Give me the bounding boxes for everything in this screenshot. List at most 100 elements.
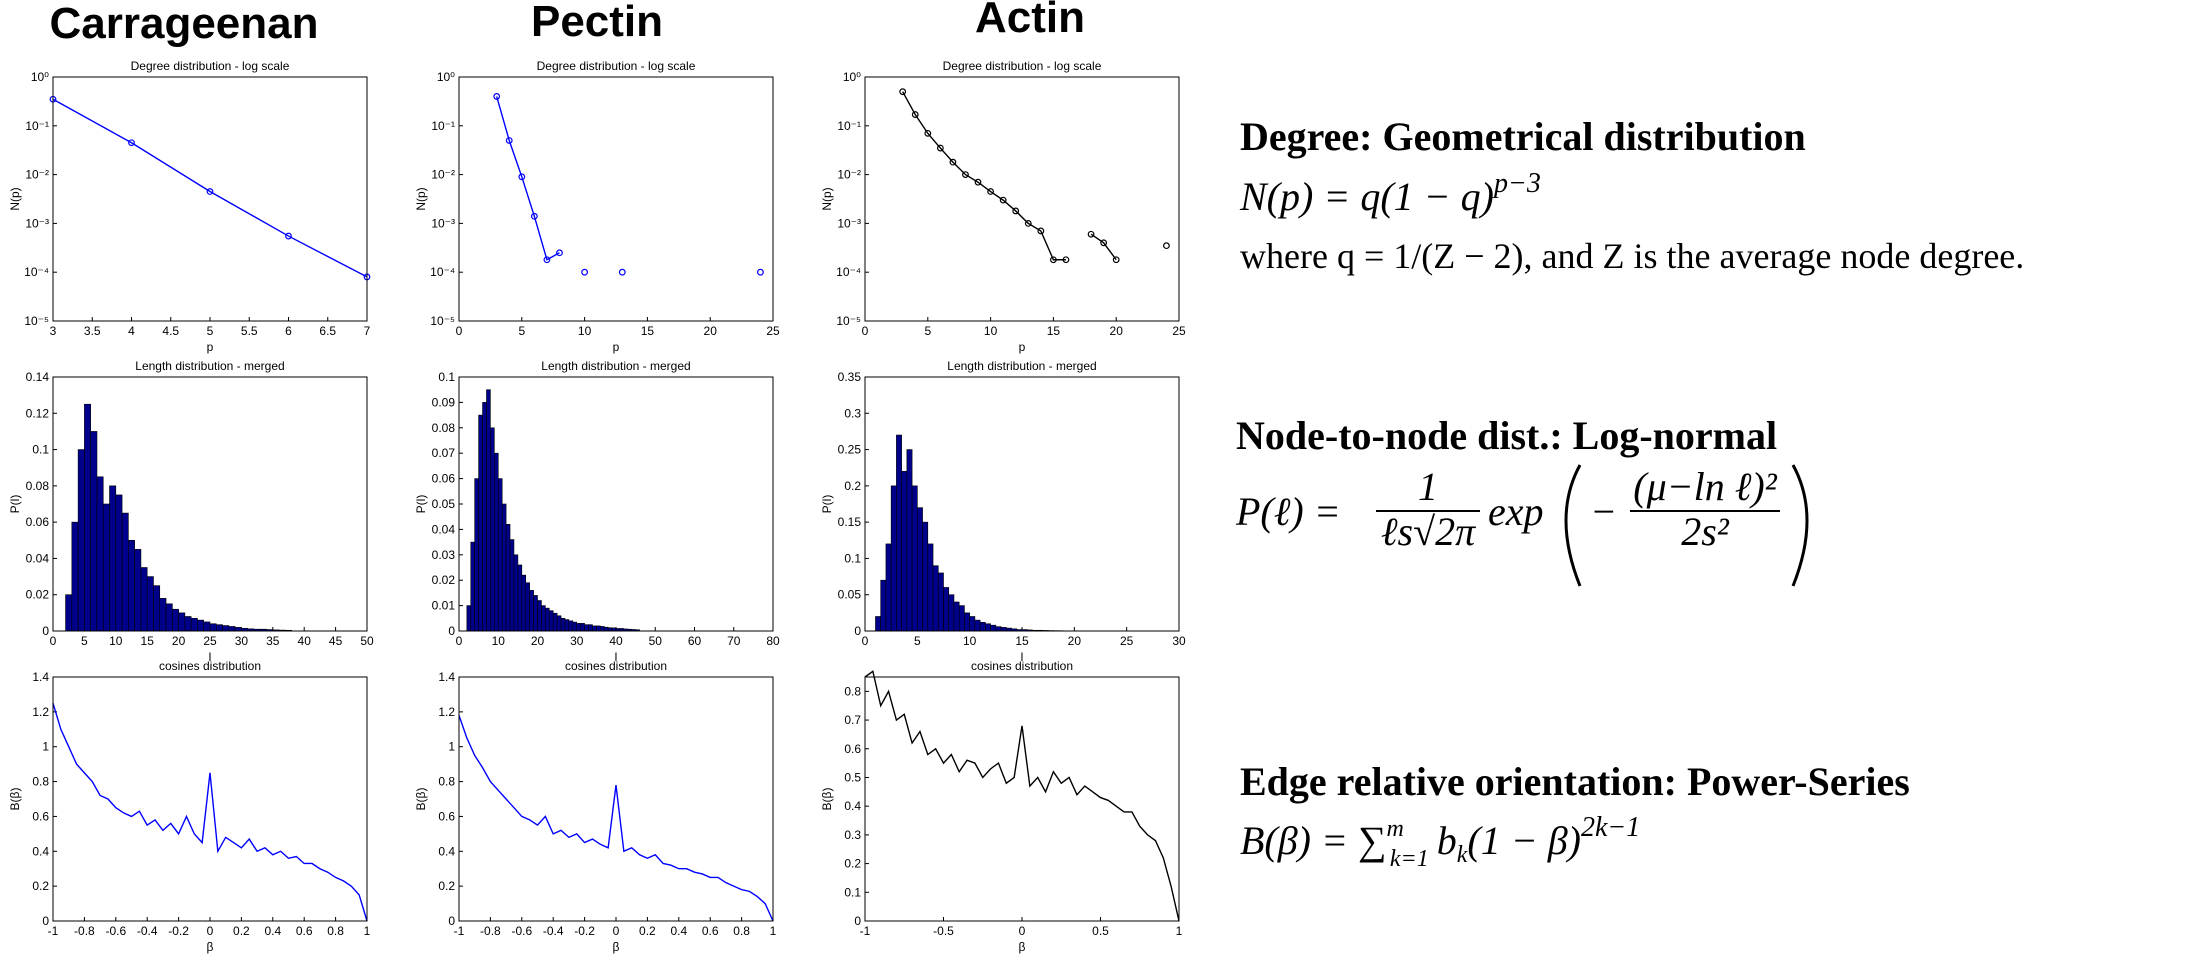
x-tick-label: 10: [109, 634, 123, 648]
y-tick-label: 0.25: [838, 443, 862, 457]
y-tick-label: 0: [854, 914, 861, 928]
y-tick-label: 0: [448, 914, 455, 928]
bar: [568, 620, 574, 632]
x-tick-label: 5: [914, 634, 921, 648]
x-tick-label: 0: [862, 324, 869, 338]
x-tick-label: 50: [360, 634, 374, 648]
marker: [505, 137, 513, 144]
bar: [90, 431, 98, 632]
plot-frame: [864, 376, 1180, 632]
x-tick-label: 0.2: [639, 924, 656, 938]
bar: [922, 521, 929, 632]
plot-frame: [458, 376, 774, 632]
plot-frame: [458, 76, 774, 322]
bar: [71, 521, 79, 632]
marker: [757, 268, 764, 276]
bar: [937, 572, 944, 632]
x-tick-label: 20: [172, 634, 186, 648]
x-tick-label: 3: [50, 324, 57, 338]
x-tick-label: 0.6: [702, 924, 719, 938]
chart-title: Degree distribution - log scale: [943, 59, 1102, 73]
marker: [618, 268, 626, 276]
bar: [505, 524, 511, 632]
y-tick-label: 10⁻⁴: [430, 265, 455, 279]
y-tick-label: 0.01: [432, 599, 456, 613]
y-axis-label: P(l): [820, 495, 834, 514]
marker: [581, 268, 588, 276]
y-tick-label: 0.6: [438, 809, 455, 823]
chart-title: Degree distribution - log scale: [131, 59, 290, 73]
note-heading: Edge relative orientation: Power-Series: [1240, 759, 1910, 804]
formula-sub: k: [1457, 842, 1468, 868]
x-tick-label: -0.8: [74, 924, 95, 938]
x-tick-label: 0.4: [264, 924, 281, 938]
bar: [592, 625, 597, 632]
y-tick-label: 10⁻²: [837, 168, 861, 182]
x-tick-label: 0.8: [733, 924, 750, 938]
x-tick-label: 4.5: [162, 324, 179, 338]
y-tick-label: 0.8: [32, 775, 49, 789]
x-axis-label: β: [1019, 940, 1026, 954]
formula-part: 1: [1418, 464, 1438, 509]
chart-title: cosines distribution: [159, 659, 261, 673]
y-tick-label: 10⁻⁵: [24, 314, 49, 328]
y-tick-label: 0.5: [844, 770, 861, 784]
bar: [917, 507, 923, 632]
line: [902, 91, 1066, 261]
plot-frame: [864, 76, 1180, 322]
bar: [146, 576, 154, 632]
y-tick-label: 1.2: [32, 705, 49, 719]
x-tick-label: 5.5: [241, 324, 258, 338]
marker: [987, 188, 994, 195]
bar: [958, 605, 965, 632]
y-axis-label: N(p): [820, 187, 834, 210]
bar: [474, 478, 479, 632]
line: [1090, 233, 1117, 261]
line: [458, 715, 774, 922]
marker: [936, 144, 944, 152]
x-tick-label: 25: [1172, 324, 1186, 338]
x-axis-label: β: [613, 940, 620, 954]
bar: [599, 626, 605, 632]
y-tick-label: 1: [42, 740, 49, 754]
x-tick-label: 0: [613, 924, 620, 938]
x-tick-label: 0.5: [1092, 924, 1109, 938]
bar: [509, 539, 515, 632]
y-tick-label: 10⁻²: [431, 168, 455, 182]
x-tick-label: 1: [1176, 924, 1183, 938]
formula-sub: k=1: [1390, 846, 1429, 872]
bar: [77, 449, 85, 632]
x-tick-label: 15: [641, 324, 655, 338]
y-tick-label: 0.4: [844, 799, 861, 813]
x-tick-label: 5: [81, 634, 88, 648]
bar: [482, 402, 487, 632]
formula: B(β) = ∑m k=1 bk(1 − β)2k−1: [1240, 812, 1640, 872]
x-tick-label: 0: [1019, 924, 1026, 938]
y-tick-label: 0.15: [838, 515, 862, 529]
formula-sup: m: [1387, 816, 1404, 842]
bar: [572, 621, 578, 632]
x-tick-label: 15: [1015, 634, 1029, 648]
marker: [493, 93, 501, 100]
bar: [533, 595, 538, 632]
bar: [96, 476, 104, 632]
formula-sup: 2k−1: [1581, 812, 1640, 843]
y-axis-label: N(p): [8, 187, 22, 210]
y-tick-label: 0.04: [26, 551, 50, 565]
x-tick-label: 3.5: [84, 324, 101, 338]
formula-part: B(β) = ∑: [1240, 818, 1387, 863]
y-tick-label: 0.4: [32, 844, 49, 858]
y-tick-label: 0.09: [432, 395, 456, 409]
formula-sup: p−3: [1492, 168, 1541, 199]
x-axis-label: l: [615, 650, 618, 664]
x-tick-label: 40: [609, 634, 623, 648]
marker: [899, 88, 907, 96]
bar: [1000, 627, 1007, 632]
bar: [228, 626, 236, 632]
x-tick-label: -0.5: [933, 924, 954, 938]
marker: [1037, 227, 1045, 235]
marker: [518, 173, 526, 181]
y-tick-label: 10⁰: [31, 70, 49, 84]
y-tick-label: 0.02: [432, 573, 456, 587]
